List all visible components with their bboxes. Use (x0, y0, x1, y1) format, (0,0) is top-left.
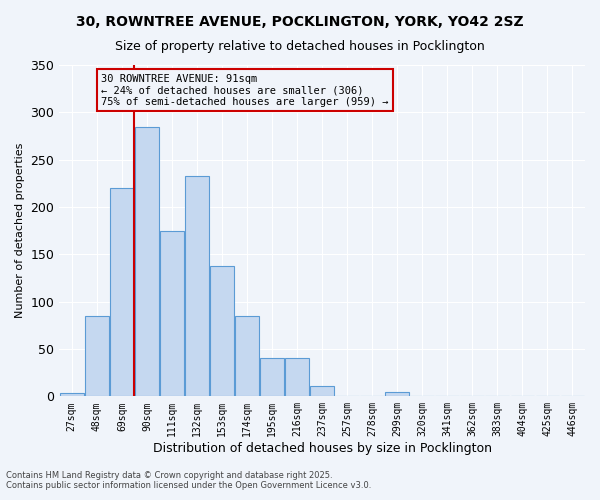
Text: Size of property relative to detached houses in Pocklington: Size of property relative to detached ho… (115, 40, 485, 53)
Bar (110, 188, 134, 396)
Bar (310, 386, 334, 396)
Text: 30 ROWNTREE AVENUE: 91sqm
← 24% of detached houses are smaller (306)
75% of semi: 30 ROWNTREE AVENUE: 91sqm ← 24% of detac… (101, 74, 389, 107)
Bar (135, 126, 159, 396)
Bar (160, 230, 184, 396)
Bar (385, 392, 409, 396)
X-axis label: Distribution of detached houses by size in Pocklington: Distribution of detached houses by size … (152, 442, 491, 455)
Text: 30, ROWNTREE AVENUE, POCKLINGTON, YORK, YO42 2SZ: 30, ROWNTREE AVENUE, POCKLINGTON, YORK, … (76, 15, 524, 29)
Text: Contains HM Land Registry data © Crown copyright and database right 2025.
Contai: Contains HM Land Registry data © Crown c… (6, 470, 371, 490)
Y-axis label: Number of detached properties: Number of detached properties (15, 143, 25, 318)
Bar (210, 266, 234, 396)
Bar (260, 358, 284, 397)
Bar (185, 176, 209, 396)
Bar (60, 394, 83, 396)
Bar (235, 316, 259, 396)
Bar (85, 316, 109, 396)
Bar (285, 358, 309, 397)
